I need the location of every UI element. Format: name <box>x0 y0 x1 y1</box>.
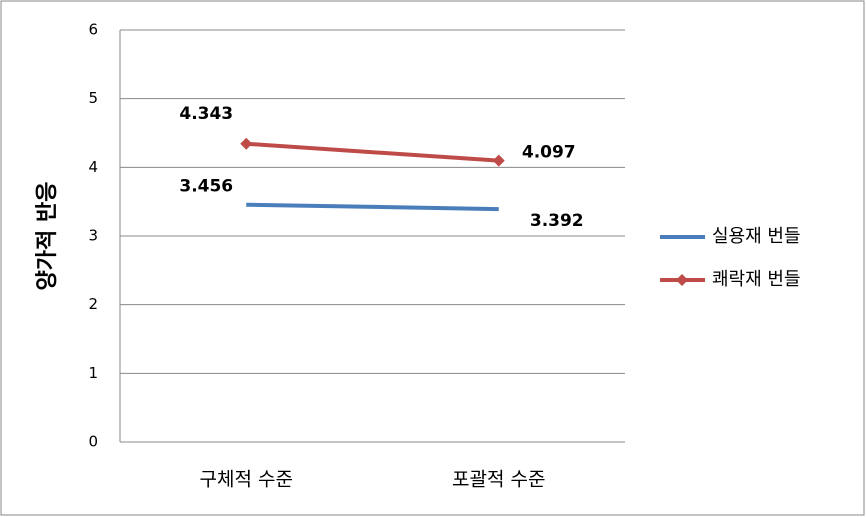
legend-label: 실용재 번들 <box>712 226 801 247</box>
point-marker <box>240 137 253 150</box>
x-tick-label: 구체적 수준 <box>200 469 293 491</box>
x-tick-label: 포괄적 수준 <box>452 469 545 491</box>
y-tick-label: 1 <box>88 364 98 382</box>
y-tick-label: 6 <box>88 21 98 39</box>
y-axis-label: 양가적 반응 <box>35 182 60 291</box>
y-tick-label: 4 <box>88 158 98 176</box>
point-marker <box>492 154 505 167</box>
legend-marker <box>676 274 688 286</box>
y-tick-label: 2 <box>88 295 98 313</box>
data-label: 3.392 <box>530 211 584 231</box>
data-label: 4.097 <box>522 143 576 163</box>
series-line <box>246 141 499 163</box>
legend-label: 쾌락재 번들 <box>712 269 801 290</box>
y-tick-label: 3 <box>88 227 98 245</box>
y-tick-label: 0 <box>88 433 98 451</box>
data-label: 4.343 <box>179 104 233 124</box>
data-label: 3.456 <box>179 177 233 197</box>
series-line <box>246 202 499 212</box>
y-tick-label: 5 <box>88 89 98 107</box>
